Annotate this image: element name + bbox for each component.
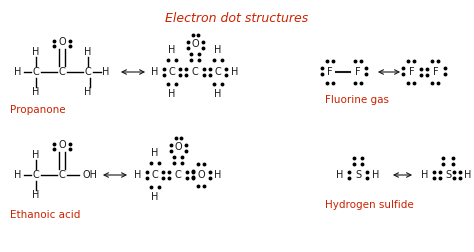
Text: Propanone: Propanone — [10, 105, 65, 115]
Text: H: H — [214, 45, 222, 55]
Text: C: C — [152, 170, 158, 180]
Text: H: H — [84, 87, 91, 97]
Text: H: H — [168, 89, 176, 99]
Text: C: C — [215, 67, 221, 77]
Text: H: H — [231, 67, 239, 77]
Text: H: H — [421, 170, 428, 180]
Text: Ethanoic acid: Ethanoic acid — [10, 210, 81, 220]
Text: Fluorine gas: Fluorine gas — [325, 95, 389, 105]
Text: C: C — [85, 67, 91, 77]
Text: F: F — [355, 67, 361, 77]
Text: H: H — [84, 47, 91, 57]
Text: H: H — [32, 87, 40, 97]
Text: Electron dot structures: Electron dot structures — [165, 12, 309, 25]
Text: H: H — [151, 148, 159, 158]
Text: C: C — [59, 67, 65, 77]
Text: C: C — [169, 67, 175, 77]
Text: O: O — [191, 39, 199, 49]
Text: H: H — [214, 170, 222, 180]
Text: O: O — [197, 170, 205, 180]
Text: H: H — [214, 89, 222, 99]
Text: C: C — [191, 67, 199, 77]
Text: F: F — [327, 67, 333, 77]
Text: C: C — [33, 170, 39, 180]
Text: H: H — [372, 170, 380, 180]
Text: H: H — [32, 190, 40, 200]
Text: H: H — [151, 192, 159, 202]
Text: S: S — [355, 170, 361, 180]
Text: F: F — [409, 67, 415, 77]
Text: H: H — [14, 67, 22, 77]
Text: H: H — [337, 170, 344, 180]
Text: H: H — [151, 67, 159, 77]
Text: O: O — [58, 140, 66, 150]
Text: Hydrogen sulfide: Hydrogen sulfide — [325, 200, 414, 210]
Text: H: H — [14, 170, 22, 180]
Text: H: H — [32, 150, 40, 160]
Text: H: H — [32, 47, 40, 57]
Text: F: F — [433, 67, 439, 77]
Text: H: H — [134, 170, 142, 180]
Text: H: H — [102, 67, 109, 77]
Text: H: H — [168, 45, 176, 55]
Text: OH: OH — [82, 170, 98, 180]
Text: C: C — [33, 67, 39, 77]
Text: H: H — [465, 170, 472, 180]
Text: O: O — [174, 142, 182, 152]
Text: C: C — [59, 170, 65, 180]
Text: O: O — [58, 37, 66, 47]
Text: C: C — [174, 170, 182, 180]
Text: S: S — [445, 170, 451, 180]
